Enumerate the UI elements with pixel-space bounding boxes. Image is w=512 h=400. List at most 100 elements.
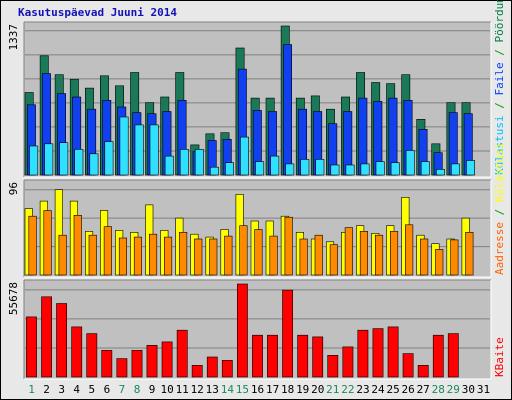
x-tick-label-31: 31 xyxy=(477,383,490,396)
panel-bottom-ymax-label: 55678 xyxy=(7,282,20,315)
bar-top-külastusi-24 xyxy=(375,161,385,176)
x-tick-label-14: 14 xyxy=(221,383,235,396)
bar-bottom-kbaite-6 xyxy=(101,349,113,378)
x-tick-label-5: 5 xyxy=(88,383,95,396)
bar-middle-aadresse-26 xyxy=(405,224,414,276)
legend-entry: Aadresse xyxy=(493,222,506,275)
bar-bottom-kbaite-24 xyxy=(372,328,384,378)
bar-middle-aadresse-5 xyxy=(88,234,97,276)
bar-top-külastusi-17 xyxy=(270,155,280,176)
bar-top-külastusi-30 xyxy=(466,160,475,176)
x-tick-label-16: 16 xyxy=(251,383,264,396)
legend-entry: Pöördumisi xyxy=(493,0,506,43)
x-tick-label-15: 15 xyxy=(236,383,249,396)
bar-bottom-kbaite-21 xyxy=(327,354,339,378)
legend-entry: / xyxy=(493,96,506,116)
x-tick-label-29: 29 xyxy=(447,383,460,396)
bar-top-külastusi-19 xyxy=(300,159,310,176)
bar-top-külastusi-25 xyxy=(390,162,400,176)
bar-bottom-kbaite-7 xyxy=(116,358,128,378)
bar-top-faile-18 xyxy=(283,44,292,176)
bar-middle-aadresse-7 xyxy=(118,237,127,276)
x-tick-label-22: 22 xyxy=(341,383,354,396)
x-tick-label-19: 19 xyxy=(296,383,309,396)
x-tick-label-23: 23 xyxy=(356,383,369,396)
bar-bottom-kbaite-23 xyxy=(357,329,369,378)
bar-bottom-kbaite-27 xyxy=(417,364,429,378)
bar-middle-aadresse-4 xyxy=(73,215,82,276)
bar-top-faile-23 xyxy=(358,97,368,176)
bar-middle-aadresse-13 xyxy=(209,238,218,276)
bar-middle-aadresse-10 xyxy=(164,236,173,276)
bar-top-külastusi-13 xyxy=(210,166,219,176)
bar-bottom-kbaite-13 xyxy=(206,356,218,378)
bar-middle-aadresse-12 xyxy=(194,238,203,276)
bar-top-külastusi-20 xyxy=(315,159,325,176)
bar-bottom-kbaite-1 xyxy=(26,316,37,378)
bar-middle-aadresse-15 xyxy=(239,225,248,276)
bar-top-külastusi-10 xyxy=(164,155,174,176)
x-tick-label-12: 12 xyxy=(191,383,204,396)
bar-bottom-kbaite-26 xyxy=(402,353,414,378)
panel-top-ymax-label: 1337 xyxy=(7,24,20,51)
x-tick-label-10: 10 xyxy=(160,383,173,396)
panel-middle-ymax-label: 96 xyxy=(7,182,20,195)
x-tick-label-28: 28 xyxy=(432,383,445,396)
bar-bottom-kbaite-12 xyxy=(191,364,203,378)
bar-bottom-kbaite-11 xyxy=(176,329,188,378)
legend-entry: Faile xyxy=(493,62,506,95)
bar-bottom-kbaite-19 xyxy=(297,334,309,378)
x-tick-label-24: 24 xyxy=(371,383,385,396)
bar-top-külastusi-28 xyxy=(435,169,445,176)
x-tick-label-3: 3 xyxy=(58,383,65,396)
bar-top-külastusi-16 xyxy=(255,161,265,176)
bar-top-külastusi-8 xyxy=(134,124,144,176)
bar-top-külastusi-11 xyxy=(179,149,189,176)
legend-entry: KBaite xyxy=(493,337,506,377)
bar-top-külastusi-26 xyxy=(405,150,415,176)
x-tick-label-20: 20 xyxy=(311,383,324,396)
bar-top-külastusi-12 xyxy=(194,149,204,176)
bar-middle-aadresse-17 xyxy=(269,235,278,276)
bar-top-külastusi-3 xyxy=(59,142,69,176)
bar-bottom-kbaite-22 xyxy=(342,346,354,378)
bar-top-külastusi-1 xyxy=(29,145,39,176)
bar-top-külastusi-5 xyxy=(89,153,99,176)
bar-bottom-kbaite-16 xyxy=(252,334,263,378)
bar-middle-aadresse-2 xyxy=(43,210,52,276)
panel-middle-legend: Aadresse / Külastusi xyxy=(493,143,506,275)
bar-middle-aadresse-16 xyxy=(254,229,263,276)
bar-bottom-kbaite-28 xyxy=(432,334,444,378)
bar-top-külastusi-4 xyxy=(74,149,84,176)
x-tick-label-7: 7 xyxy=(119,383,126,396)
bar-middle-aadresse-30 xyxy=(465,232,474,276)
bar-bottom-kbaite-5 xyxy=(86,333,98,378)
bar-bottom-kbaite-3 xyxy=(56,303,67,378)
bar-middle-aadresse-1 xyxy=(28,215,37,276)
x-tick-label-25: 25 xyxy=(386,383,399,396)
bar-middle-aadresse-14 xyxy=(224,235,233,276)
bar-bottom-kbaite-2 xyxy=(41,296,52,378)
bar-middle-aadresse-6 xyxy=(103,226,112,276)
x-tick-label-6: 6 xyxy=(104,383,111,396)
bar-bottom-kbaite-20 xyxy=(312,336,324,378)
bar-top-külastusi-7 xyxy=(119,116,129,176)
bar-bottom-kbaite-18 xyxy=(282,289,293,378)
bar-bottom-kbaite-25 xyxy=(387,326,399,378)
bar-middle-aadresse-18 xyxy=(284,216,293,276)
panel-top-legend: Külastusi / Faile / Pöördumisi xyxy=(493,0,506,175)
x-tick-label-26: 26 xyxy=(401,383,414,396)
bar-middle-aadresse-27 xyxy=(420,238,429,276)
bar-top-külastusi-9 xyxy=(149,124,159,176)
bar-bottom-kbaite-9 xyxy=(146,344,158,378)
legend-entry: Külastusi xyxy=(493,143,506,203)
panel-bottom-legend: KBaite xyxy=(493,337,506,377)
x-tick-label-18: 18 xyxy=(281,383,294,396)
legend-entry: / xyxy=(493,43,506,63)
bar-middle-aadresse-11 xyxy=(179,232,188,276)
x-tick-label-30: 30 xyxy=(462,383,475,396)
bar-top-külastusi-23 xyxy=(360,163,370,176)
bar-middle-aadresse-20 xyxy=(314,234,323,276)
bar-middle-aadresse-8 xyxy=(133,236,142,276)
bar-bottom-kbaite-4 xyxy=(71,326,83,378)
